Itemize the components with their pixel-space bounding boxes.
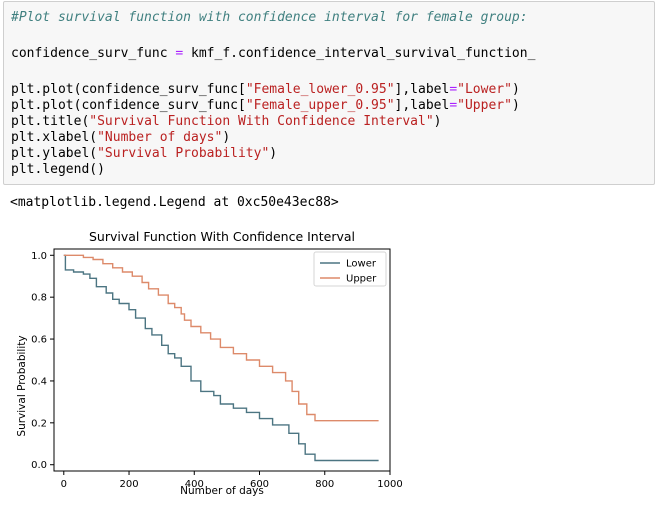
code-line-xlabel: plt.xlabel("Number of days") xyxy=(11,130,230,146)
y-tick-label: 1.0 xyxy=(31,251,47,262)
code-token: ) xyxy=(511,82,520,97)
x-tick-label: 400 xyxy=(185,479,204,490)
y-tick-label: 0.2 xyxy=(31,418,47,429)
code-string: "Lower" xyxy=(457,82,512,97)
legend-label: Lower xyxy=(346,259,377,270)
code-string: "Survival Function With Confidence Inter… xyxy=(89,114,434,129)
x-tick-label: 800 xyxy=(315,479,334,490)
x-tick-label: 1000 xyxy=(377,479,402,490)
code-token: ],label xyxy=(394,82,450,97)
code-line-ylabel: plt.ylabel("Survival Probability") xyxy=(11,146,277,162)
code-token: plt.plot(confidence_surv_func[ xyxy=(11,82,246,97)
code-token: plt.title( xyxy=(11,114,90,129)
y-tick-label: 0.4 xyxy=(31,376,47,387)
code-line-assign: confidence_surv_func = kmf_f.confidence_… xyxy=(11,46,535,62)
code-token: plt.xlabel( xyxy=(11,130,98,145)
x-tick-label: 200 xyxy=(119,479,138,490)
code-string: "Female_lower_0.95" xyxy=(245,82,395,97)
code-token: plt.plot(confidence_surv_func[ xyxy=(11,98,246,113)
series-line-lower xyxy=(63,254,379,462)
x-axis-label: Number of days xyxy=(180,485,264,497)
code-token: confidence_surv_func xyxy=(11,46,168,61)
code-line-legend: plt.legend() xyxy=(11,162,105,177)
y-tick-label: 0.0 xyxy=(31,460,47,471)
code-operator: = xyxy=(449,82,458,97)
code-comment: #Plot survival function with confidence … xyxy=(11,10,528,25)
code-token: ],label xyxy=(394,98,450,113)
x-tick-label: 600 xyxy=(250,479,269,490)
y-tick-label: 0.8 xyxy=(31,293,47,304)
code-line-plot-upper: plt.plot(confidence_surv_func["Female_up… xyxy=(11,98,520,114)
code-line-plot-lower: plt.plot(confidence_surv_func["Female_lo… xyxy=(11,82,520,98)
code-string: "Survival Probability" xyxy=(97,146,270,161)
x-tick-label: 0 xyxy=(61,479,67,490)
survival-chart: Survival Function With Confidence Interv… xyxy=(16,229,403,497)
output-repr: <matplotlib.legend.Legend at 0xc50e43ec8… xyxy=(10,195,339,210)
code-token: ) xyxy=(222,130,231,145)
chart-legend: Lower Upper xyxy=(313,251,387,287)
code-cell[interactable]: #Plot survival function with confidence … xyxy=(3,1,655,185)
code-string: "Female_upper_0.95" xyxy=(245,98,395,113)
code-line-title: plt.title("Survival Function With Confid… xyxy=(11,114,441,130)
code-string: "Upper" xyxy=(457,98,512,113)
series-line-upper xyxy=(63,254,379,422)
code-string: "Number of days" xyxy=(97,130,223,145)
plot-frame xyxy=(53,248,391,472)
code-operator: = xyxy=(175,46,184,61)
code-token: ) xyxy=(433,114,442,129)
code-token: kmf_f.confidence_interval_survival_funct… xyxy=(191,46,536,61)
y-axis-label: Survival Probability xyxy=(16,335,28,436)
code-token: plt.ylabel( xyxy=(11,146,98,161)
y-tick-label: 0.6 xyxy=(31,335,47,346)
legend-label: Upper xyxy=(346,274,377,285)
code-operator: = xyxy=(449,98,458,113)
code-token: ) xyxy=(511,98,520,113)
chart-title: Survival Function With Confidence Interv… xyxy=(89,229,355,244)
code-token: ) xyxy=(269,146,278,161)
